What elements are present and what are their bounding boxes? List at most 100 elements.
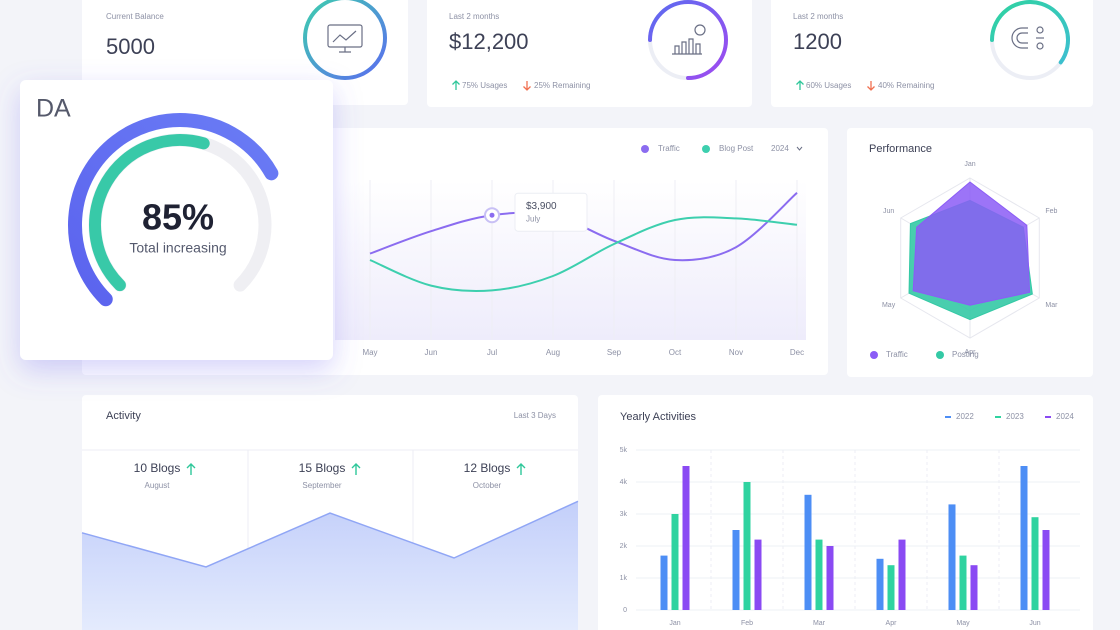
x-tick-label: Jul — [487, 348, 497, 357]
legend-label: Traffic — [658, 144, 680, 153]
usage-ring — [648, 0, 728, 80]
bar — [876, 558, 884, 610]
radar-label: Feb — [1045, 208, 1057, 215]
da-title: DA — [36, 95, 71, 123]
x-tick-label: Jun — [425, 348, 438, 357]
revenue-card — [427, 0, 752, 107]
stat-label: 12 Blogs — [464, 461, 511, 475]
up-arrow — [796, 80, 804, 90]
card-label: Last 2 months — [449, 12, 499, 21]
bar — [887, 565, 895, 610]
gauge-value: 85% — [142, 197, 214, 238]
bar — [898, 539, 906, 610]
gauge-caption: Total increasing — [129, 240, 226, 256]
up-arrow — [351, 463, 361, 475]
da-card: DA 85% Total increasing — [20, 80, 333, 360]
year-select[interactable]: 2024 — [771, 144, 789, 153]
bar — [948, 504, 956, 610]
radar-label: Mar — [1045, 302, 1058, 309]
bar — [804, 494, 812, 610]
line — [369, 192, 798, 262]
usage: 75% Usages — [462, 81, 507, 90]
x-tick-label: Aug — [546, 348, 560, 357]
radar-label: Jun — [883, 208, 894, 215]
usage-ring — [990, 0, 1070, 65]
bar — [660, 555, 668, 610]
card-value: 1200 — [793, 29, 842, 54]
balance-ring — [303, 0, 387, 80]
y-tick-label: 3k — [620, 511, 628, 518]
count-card — [771, 0, 1093, 107]
up-arrow — [186, 463, 196, 475]
card-value: $12,200 — [449, 29, 529, 54]
activity-area — [82, 501, 578, 630]
legend-label: 2022 — [956, 412, 974, 421]
chart-icon — [672, 24, 706, 55]
bar — [732, 530, 740, 610]
tooltip-label: July — [526, 214, 540, 223]
panel-title: Yearly Activities — [620, 411, 697, 423]
bar — [959, 555, 967, 610]
legend-label: Blog Post — [719, 144, 754, 153]
line — [369, 216, 798, 293]
x-tick-label: Apr — [886, 620, 898, 627]
remaining: 40% Remaining — [878, 81, 934, 90]
bar — [1020, 466, 1028, 610]
down-arrow — [867, 81, 875, 91]
legend-label: 2024 — [1056, 412, 1074, 421]
radar-label: Apr — [965, 349, 977, 356]
tooltip-dot — [489, 212, 495, 218]
bar — [671, 514, 679, 610]
stat-label: 10 Blogs — [134, 461, 181, 475]
card-label: Current Balance — [106, 12, 164, 21]
usage: 60% Usages — [806, 81, 851, 90]
bar — [682, 466, 690, 610]
legend-dot — [870, 351, 878, 359]
x-tick-label: Dec — [790, 348, 804, 357]
y-tick-label: 4k — [620, 479, 628, 486]
stat-month: September — [302, 481, 341, 490]
gauge-outer — [68, 113, 279, 307]
bar — [826, 546, 834, 610]
x-tick-label: Sep — [607, 348, 622, 357]
up-arrow — [452, 80, 460, 90]
legend-dot — [641, 145, 649, 153]
period[interactable]: Last 3 Days — [514, 411, 556, 420]
x-tick-label: May — [362, 348, 377, 357]
bar — [754, 539, 762, 610]
tooltip-value: $3,900 — [526, 201, 557, 212]
bar — [815, 539, 823, 610]
remaining: 25% Remaining — [534, 81, 590, 90]
card-value: 5000 — [106, 34, 155, 59]
y-tick-label: 1k — [620, 575, 628, 582]
legend-dot — [702, 145, 710, 153]
charts: May Jun Jul Aug Sep Oct Nov Dec Traffic Blog Post… — [81, 0, 1080, 630]
x-tick-label: Oct — [669, 348, 682, 357]
tooltip — [514, 192, 588, 232]
x-tick-label: Jun — [1029, 620, 1040, 627]
y-tick-label: 2k — [620, 543, 628, 550]
stat-month: August — [145, 481, 171, 490]
x-tick-label: Feb — [741, 620, 753, 627]
y-tick-label: 5k — [620, 447, 628, 454]
legend-dot — [936, 351, 944, 359]
x-tick-label: Jan — [669, 620, 680, 627]
legend-label: Traffic — [886, 350, 908, 359]
gauge-inner — [89, 134, 210, 292]
panel-title: Activity — [106, 410, 141, 422]
dropdown-caret[interactable] — [796, 146, 803, 151]
radar-label: Jan — [964, 161, 975, 168]
balance-card — [82, 0, 408, 105]
bar — [1031, 517, 1039, 610]
down-arrow — [523, 81, 531, 91]
radar-label: May — [882, 302, 896, 309]
x-tick-label: Mar — [813, 620, 826, 627]
card-label: Last 2 months — [793, 12, 843, 21]
bar — [970, 565, 978, 610]
monitor-icon — [327, 24, 363, 53]
radar-area — [912, 181, 1031, 306]
stat-month: October — [473, 481, 502, 490]
activity-line — [81, 500, 579, 568]
bar — [1042, 530, 1050, 610]
